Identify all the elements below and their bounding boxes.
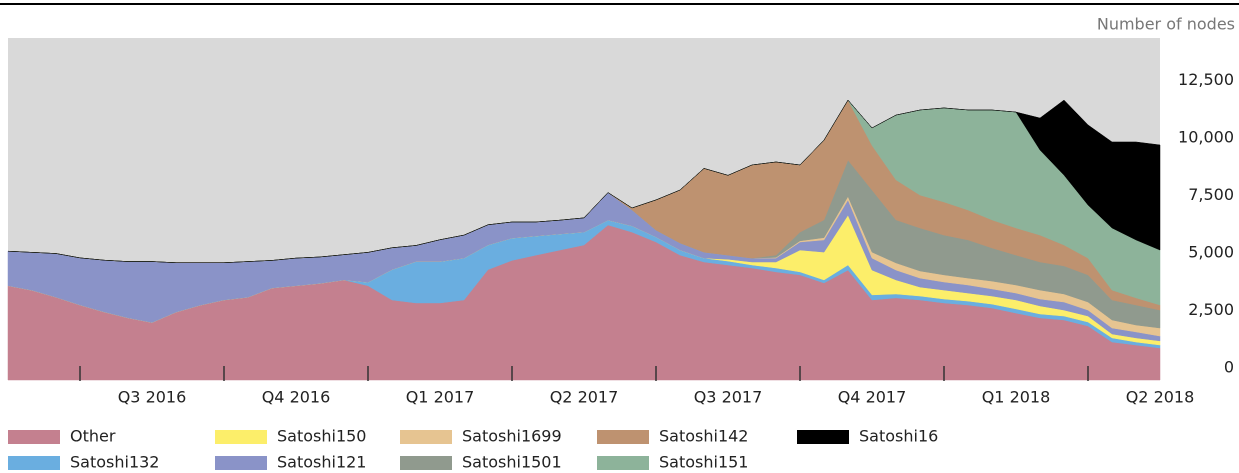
- x-tick-label: Q4 2016: [262, 388, 331, 407]
- x-tick-label: Q2 2017: [550, 388, 619, 407]
- y-tick-label: 12,500: [1178, 70, 1234, 89]
- y-axis-title: Number of nodes: [1097, 15, 1235, 34]
- legend-label: Satoshi1501: [462, 453, 562, 472]
- legend-swatch: [8, 430, 60, 444]
- legend-label: Other: [70, 427, 116, 446]
- y-tick-label: 10,000: [1178, 128, 1234, 147]
- y-tick-label: 7,500: [1188, 185, 1234, 204]
- legend-label: Satoshi150: [277, 427, 366, 446]
- legend-swatch: [215, 430, 267, 444]
- x-tick-label: Q1 2017: [406, 388, 475, 407]
- legend-label: Satoshi16: [859, 427, 938, 446]
- x-tick-label: Q3 2016: [118, 388, 187, 407]
- y-tick-label: 2,500: [1188, 300, 1234, 319]
- legend-swatch: [215, 456, 267, 470]
- area: [7, 99, 1161, 263]
- x-tick-label: Q1 2018: [982, 388, 1051, 407]
- legend-label: Satoshi142: [659, 427, 748, 446]
- y-tick-label: 0: [1224, 358, 1234, 377]
- legend-label: Satoshi132: [70, 453, 159, 472]
- x-tick-label: Q3 2017: [694, 388, 763, 407]
- legend-swatch: [797, 430, 849, 444]
- legend-swatch: [597, 456, 649, 470]
- legend-label: Satoshi1699: [462, 427, 562, 446]
- legend-swatch: [400, 456, 452, 470]
- legend-swatch: [400, 430, 452, 444]
- y-tick-label: 5,000: [1188, 243, 1234, 262]
- x-tick-label: Q2 2018: [1126, 388, 1195, 407]
- legend-swatch: [597, 430, 649, 444]
- x-tick-label: Q4 2017: [838, 388, 907, 407]
- legend-swatch: [8, 456, 60, 470]
- legend-label: Satoshi151: [659, 453, 748, 472]
- legend-label: Satoshi121: [277, 453, 366, 472]
